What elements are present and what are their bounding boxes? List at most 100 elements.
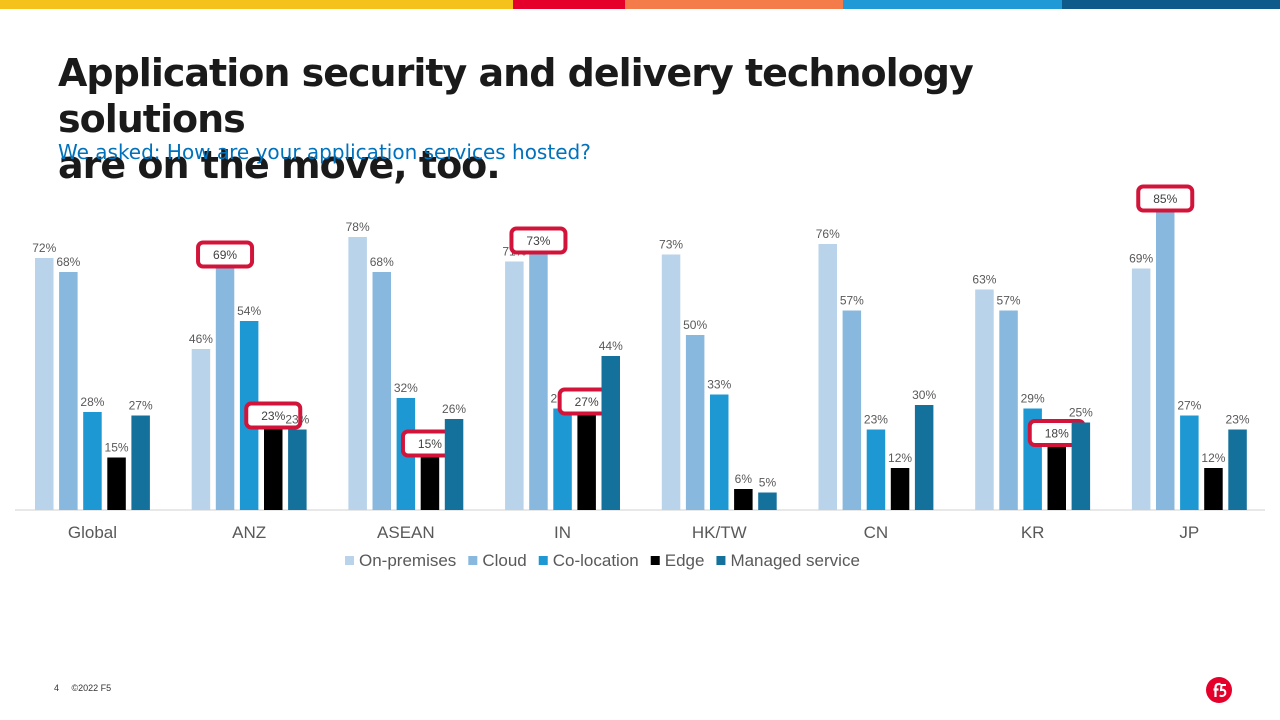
bar-on-premises (975, 289, 994, 510)
bar-cloud (842, 310, 862, 510)
brand-bar-blue (843, 0, 1062, 9)
bar-managed-service (288, 429, 307, 510)
data-label: 57% (997, 294, 1021, 308)
data-label: 50% (683, 318, 707, 332)
bar-managed-service (1071, 422, 1091, 510)
data-label: 12% (888, 451, 912, 465)
bar-edge (420, 457, 440, 510)
bar-edge (1204, 468, 1223, 510)
category-label: HK/TW (692, 523, 747, 542)
bar-edge (107, 457, 126, 510)
data-label: 46% (189, 332, 213, 346)
data-label: 72% (32, 241, 56, 255)
category-label: Global (68, 523, 117, 542)
data-label: 26% (442, 402, 466, 416)
legend-swatch (650, 556, 660, 565)
category-label: JP (1179, 523, 1199, 542)
brand-bar-yellow (0, 0, 513, 9)
bar-on-premises (348, 237, 367, 510)
category-label: ASEAN (377, 523, 435, 542)
legend-swatch (345, 556, 354, 565)
bar-on-premises (35, 258, 54, 510)
bar-cloud (685, 335, 705, 510)
brand-bar-navy (1062, 0, 1280, 9)
bar-managed-service (444, 419, 464, 510)
data-label: 15% (105, 441, 129, 455)
legend-swatch (716, 556, 726, 565)
data-label: 33% (707, 378, 731, 392)
bar-managed-service (131, 415, 150, 510)
bar-edge (577, 415, 596, 510)
page-number: 4 (54, 683, 60, 693)
grouped-bar-chart: 72% 68% 28% 15% 27% Global 46% 69% 54% 23% 23% ANZ 7… (15, 184, 1265, 570)
bar-co-location (1180, 415, 1199, 510)
data-label: 76% (816, 227, 840, 241)
data-label: 23% (864, 413, 888, 427)
legend-swatch (468, 556, 478, 565)
data-label: 23% (261, 409, 285, 423)
highlight-callout (244, 401, 303, 430)
data-label: 12% (1201, 451, 1225, 465)
legend-label: Edge (665, 551, 705, 570)
data-label: 28% (80, 395, 104, 409)
title-line-1: Application security and delivery techno… (58, 51, 974, 141)
bar-edge (890, 468, 910, 510)
bar-managed-service (758, 492, 777, 510)
bar-managed-service (914, 405, 934, 510)
data-label: 27% (575, 395, 599, 409)
category-label: IN (554, 523, 571, 542)
legend-label: Managed service (730, 551, 859, 570)
highlight-callout (1136, 184, 1195, 213)
bar-cloud (529, 254, 548, 510)
bar-cloud (999, 310, 1018, 510)
brand-bar-orange (625, 0, 843, 9)
category-label: KR (1021, 523, 1045, 542)
data-label: 69% (213, 248, 237, 262)
bar-cloud (215, 268, 235, 510)
bar-edge (264, 429, 283, 510)
data-label: 73% (659, 238, 683, 252)
bar-edge (1047, 447, 1066, 510)
bar-edge (734, 489, 753, 510)
data-label: 27% (1177, 399, 1201, 413)
bar-co-location (83, 412, 102, 510)
data-label: 18% (1045, 427, 1069, 441)
data-label: 69% (1129, 252, 1153, 266)
bar-on-premises (191, 349, 211, 510)
bar-on-premises (1131, 268, 1151, 510)
footer: 4 ©2022 F5 (54, 683, 111, 693)
data-label: 73% (526, 234, 550, 248)
data-label: 54% (237, 304, 261, 318)
copyright: ©2022 F5 (71, 683, 112, 693)
page-title: Application security and delivery techno… (58, 50, 1058, 188)
legend-swatch (538, 556, 548, 565)
data-label: 85% (1153, 192, 1177, 206)
legend-label: On-premises (359, 551, 456, 570)
data-label: 6% (735, 472, 753, 486)
brand-bar-red (513, 0, 625, 9)
category-label: ANZ (232, 523, 266, 542)
data-label: 63% (972, 273, 996, 287)
legend-label: Cloud (482, 551, 526, 570)
data-label: 25% (1069, 406, 1093, 420)
data-label: 27% (129, 399, 153, 413)
bar-on-premises (505, 261, 524, 510)
data-label: 68% (370, 255, 394, 269)
data-label: 29% (1021, 392, 1045, 406)
bar-cloud (372, 272, 391, 510)
bar-co-location (866, 429, 886, 510)
bar-managed-service (1228, 429, 1247, 510)
bar-on-premises (661, 254, 681, 510)
data-label: 15% (418, 437, 442, 451)
category-label: CN (864, 523, 889, 542)
page-subtitle: We asked: How are your application servi… (58, 140, 591, 164)
bar-co-location (553, 408, 572, 510)
brand-color-bar (0, 0, 1280, 9)
highlight-callout (509, 226, 568, 255)
bar-cloud (59, 272, 78, 510)
data-label: 23% (1226, 413, 1250, 427)
data-label: 30% (912, 388, 936, 402)
data-label: 44% (599, 339, 623, 353)
f5-logo-icon (1206, 677, 1232, 703)
title-line-2: are on the move, too. (58, 143, 501, 187)
